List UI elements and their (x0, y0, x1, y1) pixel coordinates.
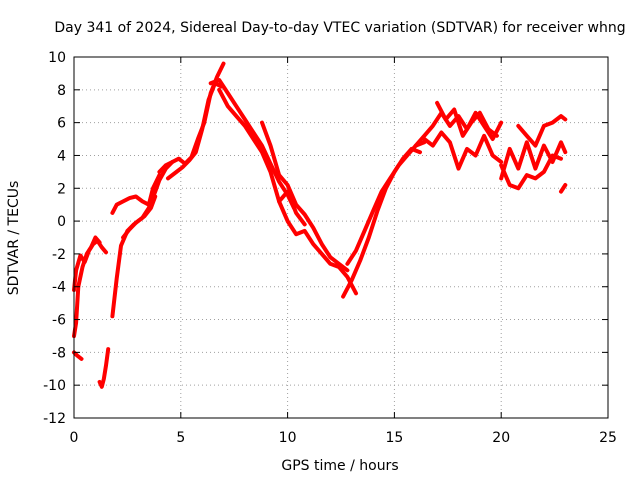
data-series-segment-u (516, 114, 568, 148)
data-series-segment-o (345, 140, 427, 266)
x-tick-label: 0 (70, 430, 79, 446)
y-tick-label: -6 (52, 313, 66, 329)
y-tick-label: -8 (52, 345, 66, 361)
data-series-segment-s (499, 140, 568, 181)
data-series-segment-d (97, 347, 111, 389)
data-series-segment-j (208, 78, 296, 210)
x-tick-label: 5 (176, 430, 185, 446)
data-series-segment-n (341, 146, 422, 299)
data-series-segment-f (110, 173, 162, 215)
x-axis-label: GPS time / hours (281, 458, 398, 474)
chart-title: Day 341 of 2024, Sidereal Day-to-day VTE… (54, 20, 625, 36)
y-tick-label: -12 (43, 411, 66, 427)
data-series-segment-i (166, 81, 224, 181)
data-series-segment-r (435, 100, 499, 138)
grid-lines (74, 57, 608, 418)
data-series-segment-l (260, 120, 350, 273)
data-series-segment-g (121, 160, 175, 240)
y-axis-label: SDTVAR / TECUs (6, 181, 22, 296)
x-tick-label: 25 (599, 430, 617, 446)
x-axis-ticks: 0 5 10 15 20 25 (70, 57, 617, 446)
data-series-segment-b (72, 235, 102, 338)
y-axis-ticks: -12 -10 -8 -6 -4 -2 0 2 4 6 8 10 (43, 50, 608, 427)
y-tick-label: 8 (57, 83, 66, 99)
y-tick-label: -10 (43, 378, 66, 394)
data-series-segment-e (110, 194, 158, 319)
x-tick-label: 15 (385, 430, 403, 446)
x-tick-label: 20 (492, 430, 510, 446)
y-tick-label: 6 (57, 116, 66, 132)
y-tick-label: 2 (57, 181, 66, 197)
data-series-segment-m (277, 199, 358, 296)
x-tick-label: 10 (279, 430, 297, 446)
data-series-segment-c (72, 350, 84, 361)
data-series-segment-k (217, 87, 307, 227)
y-tick-label: 4 (57, 148, 66, 164)
data-series-segment-t (499, 153, 563, 191)
y-tick-label: -4 (52, 280, 66, 296)
plot-frame (73, 56, 609, 419)
data-series-segment-q (422, 130, 504, 171)
data-series-segment-v (559, 183, 568, 194)
y-tick-label: 0 (57, 214, 66, 230)
y-tick-label: 10 (48, 50, 66, 66)
y-tick-label: -2 (52, 247, 66, 263)
data-series-group (72, 61, 568, 389)
